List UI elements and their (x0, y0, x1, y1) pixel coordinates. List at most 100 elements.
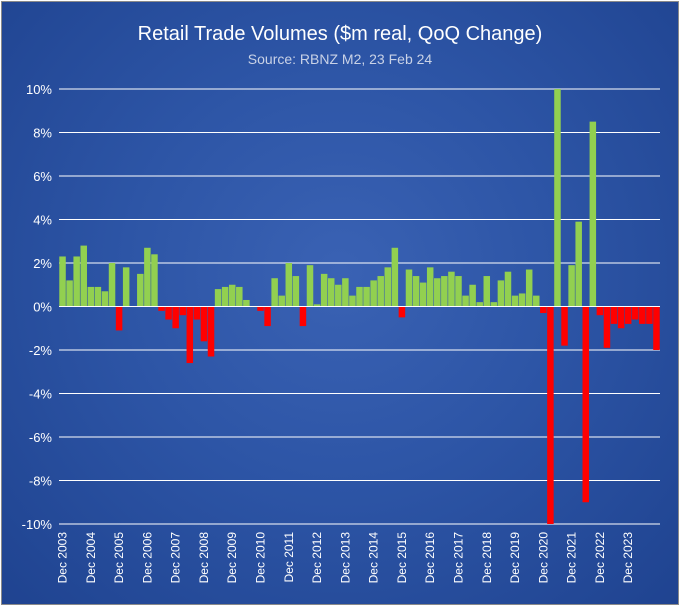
bar (59, 256, 66, 307)
bar (391, 247, 399, 307)
x-tick-label: Dec 2003 (56, 532, 70, 584)
bar (646, 306, 653, 324)
bar (533, 295, 540, 307)
bar (342, 278, 349, 307)
bar (653, 306, 660, 350)
bar (165, 306, 172, 320)
bar (66, 280, 73, 307)
bar (158, 306, 165, 311)
x-tick-label: Dec 2019 (508, 532, 522, 584)
bar (80, 245, 87, 307)
bar (511, 295, 519, 307)
bar (589, 121, 597, 307)
bar (540, 306, 547, 314)
bar (525, 269, 533, 307)
bar (356, 286, 363, 307)
x-tick-label: Dec 2013 (338, 532, 352, 584)
bar (271, 278, 278, 307)
x-tick-label: Dec 2004 (84, 532, 98, 584)
bar (144, 247, 151, 307)
bar (596, 306, 604, 316)
bar (264, 306, 271, 327)
bar (398, 306, 406, 318)
bar (151, 254, 158, 307)
bar (518, 293, 526, 307)
gridlines (59, 88, 660, 525)
bar (561, 306, 568, 346)
bar (483, 276, 491, 307)
x-tick-label: Dec 2021 (565, 532, 579, 584)
bar (497, 280, 505, 307)
x-tick-label: Dec 2022 (593, 532, 607, 584)
x-tick-label: Dec 2018 (480, 532, 494, 584)
bar (327, 278, 335, 307)
x-tick-label: Dec 2011 (282, 532, 296, 583)
x-tick-label: Dec 2020 (536, 532, 550, 584)
x-tick-label: Dec 2010 (254, 532, 268, 584)
bar (603, 306, 611, 348)
bar (639, 306, 646, 324)
y-tick-label: 2% (33, 256, 52, 271)
x-tick-label: Dec 2008 (197, 532, 211, 584)
y-tick-label: -2% (29, 343, 53, 358)
bar (179, 306, 186, 316)
bar (285, 263, 293, 307)
bar (370, 280, 377, 307)
bar (115, 306, 123, 331)
bar (384, 267, 392, 307)
bar (441, 276, 448, 307)
x-tick-label: Dec 2009 (225, 532, 239, 584)
bar (448, 271, 455, 307)
bar (214, 289, 222, 307)
bar (243, 299, 250, 307)
bar (419, 282, 427, 307)
bar (73, 256, 80, 307)
bar (278, 295, 285, 307)
bar (363, 286, 370, 307)
y-tick-label: -4% (29, 387, 53, 402)
bar (490, 302, 498, 307)
x-tick-label: Dec 2012 (310, 532, 324, 584)
bar (122, 267, 130, 307)
bar (137, 273, 144, 307)
x-tick-label: Dec 2006 (140, 532, 154, 584)
x-axis: Dec 2003 Dec 2004 Dec 2005 Dec 2006 Dec 2007… (56, 532, 636, 584)
bar (108, 263, 116, 307)
bar (94, 286, 102, 307)
bar (193, 306, 201, 320)
bar (455, 276, 462, 307)
x-tick-label: Dec 2015 (395, 532, 409, 584)
bar (434, 278, 441, 307)
bar (469, 284, 476, 307)
bar (200, 306, 208, 342)
bar (236, 286, 243, 307)
y-tick-label: 8% (33, 126, 52, 141)
x-tick-label: Dec 2017 (451, 532, 465, 584)
bar (582, 306, 590, 503)
bar (221, 286, 229, 307)
bar-series (59, 89, 660, 524)
y-tick-label: 0% (33, 300, 52, 315)
bar (306, 265, 314, 307)
x-tick-label: Dec 2007 (169, 532, 183, 584)
x-tick-label: Dec 2023 (621, 532, 635, 584)
y-axis: 10% 8% 6% 4% 2% 0% -2% -4% -6% -8% -10% (22, 82, 53, 532)
bar (547, 306, 554, 524)
y-tick-label: 4% (33, 213, 52, 228)
bar (476, 302, 483, 307)
x-tick-label: Dec 2014 (367, 532, 381, 584)
bar (624, 306, 632, 324)
bar (617, 306, 625, 329)
bar (575, 221, 582, 307)
y-tick-label: 10% (26, 82, 52, 97)
bar (426, 267, 434, 307)
y-tick-label: -10% (22, 517, 53, 532)
bar (186, 306, 194, 364)
chart-title: Retail Trade Volumes ($m real, QoQ Chang… (138, 23, 543, 45)
bar (207, 306, 215, 357)
bar (554, 89, 561, 307)
y-tick-label: -6% (29, 430, 53, 445)
bar (313, 304, 321, 307)
